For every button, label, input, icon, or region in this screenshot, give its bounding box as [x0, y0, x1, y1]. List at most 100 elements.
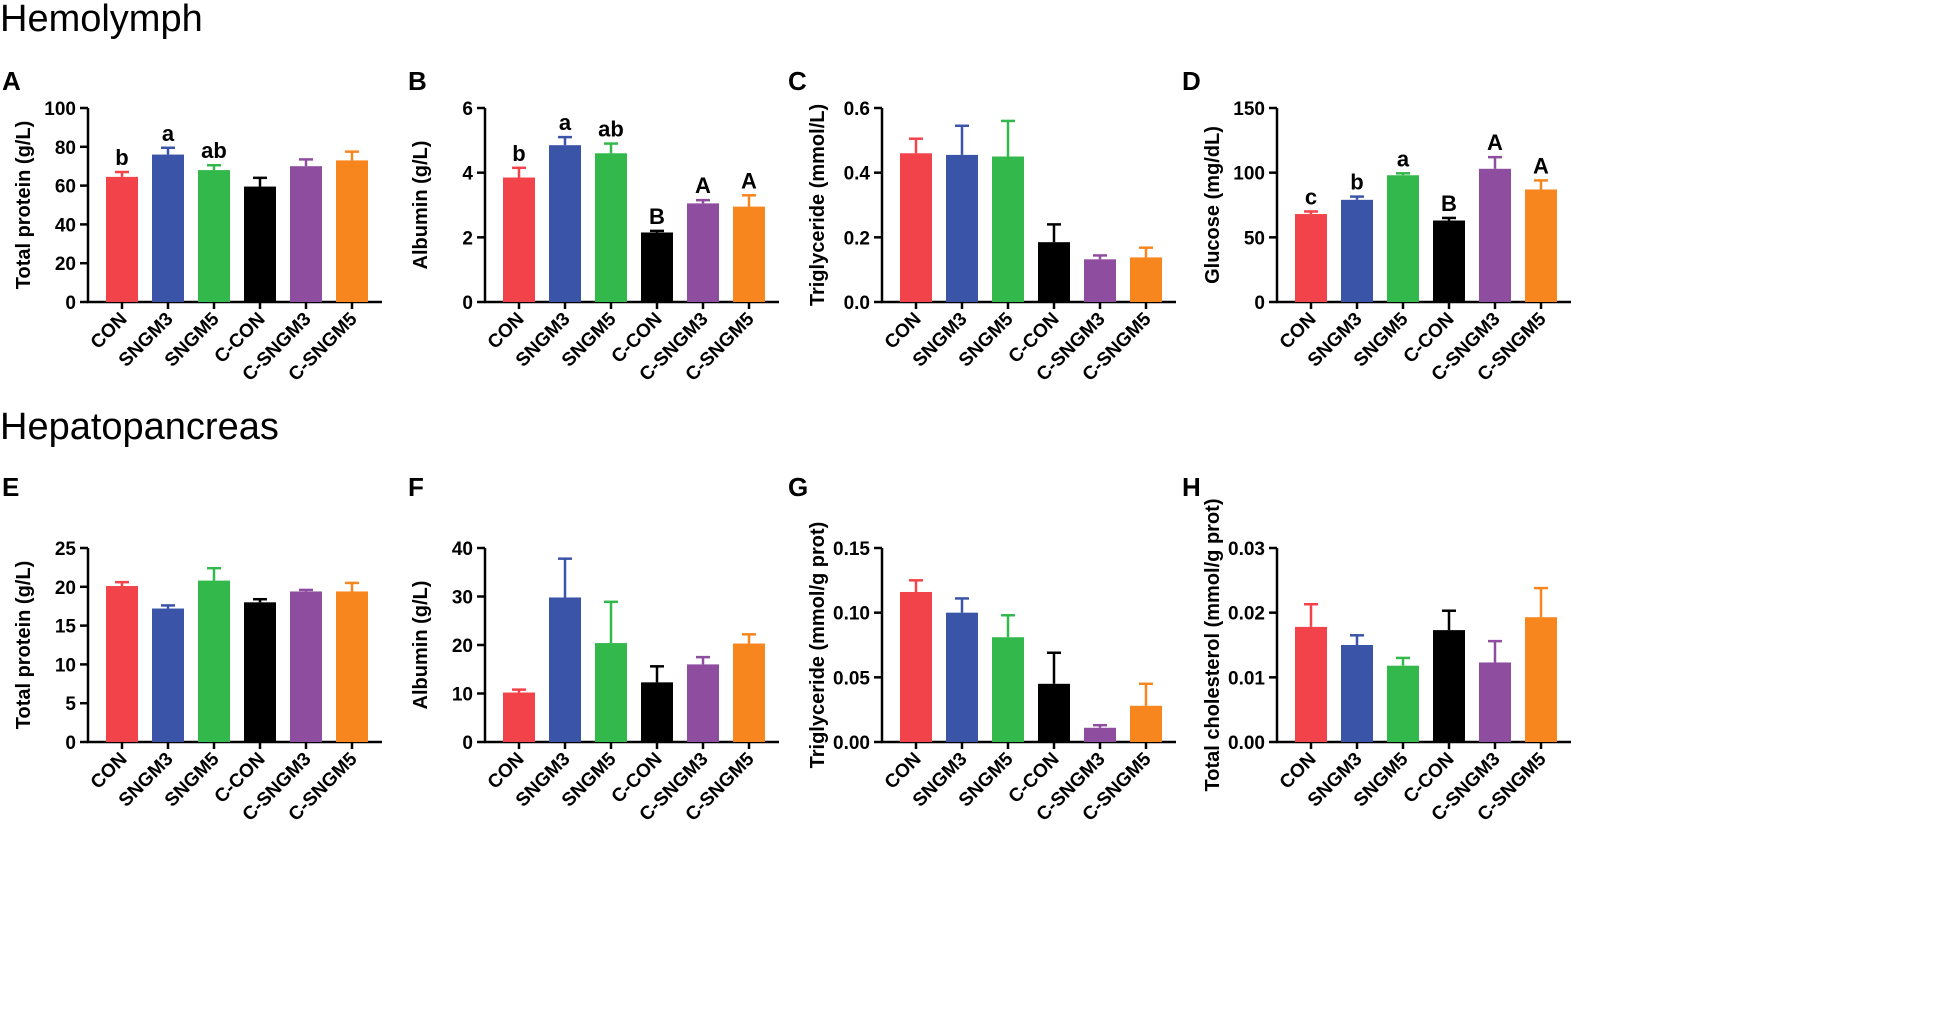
y-axis-label: Glucose (mg/dL): [1202, 126, 1224, 284]
bar-con: [1295, 626, 1327, 742]
significance-letter: c: [1305, 184, 1317, 209]
bar-con: [900, 153, 932, 302]
significance-letter: b: [1350, 170, 1363, 195]
bar-c-sngm5: [336, 591, 368, 742]
bar-sngm5: [595, 643, 627, 742]
y-axis-label: Triglyceride (mmol/g prot): [807, 522, 829, 769]
bar-sngm5: [595, 153, 627, 302]
y-tick-label: 4: [462, 164, 473, 185]
significance-letter: a: [1397, 146, 1410, 171]
y-tick-label: 0: [462, 733, 473, 754]
bar-con: [106, 586, 138, 742]
y-tick-label: 0.03: [1228, 539, 1265, 560]
bar-c-sngm5: [1525, 189, 1557, 302]
bar-sngm5: [198, 580, 230, 742]
panel-letter-e: E: [2, 472, 20, 502]
bar-sngm3: [152, 154, 184, 302]
significance-letter: ab: [201, 138, 227, 163]
y-tick-label: 150: [1233, 99, 1265, 120]
bar-c-sngm5: [1130, 257, 1162, 302]
y-tick-label: 60: [55, 177, 76, 198]
significance-letter: b: [115, 145, 128, 170]
y-axis-label: Total protein (g/L): [13, 561, 35, 730]
significance-letter: B: [1441, 191, 1457, 216]
bar-c-con: [244, 602, 276, 742]
bar-c-sngm3: [687, 664, 719, 742]
y-axis-label: Total cholesterol (mmol/g prot): [1202, 499, 1224, 792]
bar-c-sngm3: [290, 591, 322, 742]
significance-letter: a: [162, 121, 175, 146]
bar-c-sngm5: [733, 643, 765, 742]
y-tick-label: 6: [462, 99, 473, 120]
bar-c-con: [1433, 630, 1465, 742]
y-tick-label: 20: [55, 254, 76, 275]
y-tick-label: 40: [55, 215, 76, 236]
y-tick-label: 0: [65, 733, 76, 754]
bar-con: [503, 692, 535, 742]
bar-c-sngm5: [733, 206, 765, 302]
y-tick-label: 20: [55, 578, 76, 599]
bar-c-sngm5: [1525, 617, 1557, 742]
y-tick-label: 15: [55, 617, 77, 638]
y-tick-label: 0.01: [1228, 668, 1265, 689]
bar-c-sngm5: [1130, 705, 1162, 742]
y-tick-label: 0.02: [1228, 604, 1265, 625]
y-axis-label: Albumin (g/L): [410, 141, 432, 270]
significance-letter: b: [512, 141, 525, 166]
bar-c-sngm3: [1084, 727, 1116, 742]
y-tick-label: 80: [55, 138, 76, 159]
y-tick-label: 40: [452, 539, 473, 560]
y-tick-label: 25: [55, 539, 77, 560]
bar-con: [900, 591, 932, 742]
panel-letter-a: A: [2, 66, 21, 96]
section-title-hemolymph: Hemolymph: [0, 0, 203, 40]
y-tick-label: 0.00: [833, 733, 870, 754]
bar-con: [1295, 214, 1327, 302]
bar-sngm3: [152, 608, 184, 742]
bar-c-con: [1433, 220, 1465, 302]
significance-letter: B: [649, 204, 665, 229]
y-tick-label: 100: [44, 99, 76, 120]
y-axis-label: Albumin (g/L): [410, 581, 432, 710]
panel-letter-h: H: [1182, 472, 1201, 502]
significance-letter: A: [695, 173, 711, 198]
significance-letter: A: [741, 168, 757, 193]
significance-letter: A: [1533, 153, 1549, 178]
y-tick-label: 0.15: [833, 539, 870, 560]
bar-c-con: [641, 682, 673, 742]
y-tick-label: 0.6: [844, 99, 870, 120]
y-tick-label: 50: [1244, 228, 1265, 249]
bar-sngm3: [1341, 199, 1373, 302]
y-tick-label: 2: [462, 228, 473, 249]
panel-letter-d: D: [1182, 66, 1201, 96]
y-tick-label: 0.2: [844, 228, 870, 249]
y-axis-label: Total protein (g/L): [13, 121, 35, 290]
bar-sngm5: [992, 637, 1024, 742]
bar-sngm3: [946, 154, 978, 302]
y-tick-label: 10: [452, 685, 473, 706]
significance-letter: a: [559, 110, 572, 135]
bar-con: [503, 177, 535, 302]
bar-sngm5: [198, 170, 230, 302]
y-tick-label: 0.00: [1228, 733, 1265, 754]
y-tick-label: 0.4: [844, 164, 871, 185]
bar-sngm3: [1341, 645, 1373, 742]
y-tick-label: 100: [1233, 164, 1265, 185]
panel-letter-g: G: [788, 472, 809, 502]
bar-c-sngm3: [1479, 662, 1511, 742]
bar-c-con: [1038, 242, 1070, 302]
bar-c-sngm3: [1084, 259, 1116, 302]
bar-sngm3: [946, 612, 978, 742]
y-tick-label: 10: [55, 655, 76, 676]
significance-letter: ab: [598, 117, 624, 142]
bar-c-con: [641, 232, 673, 302]
bar-c-con: [1038, 683, 1070, 742]
